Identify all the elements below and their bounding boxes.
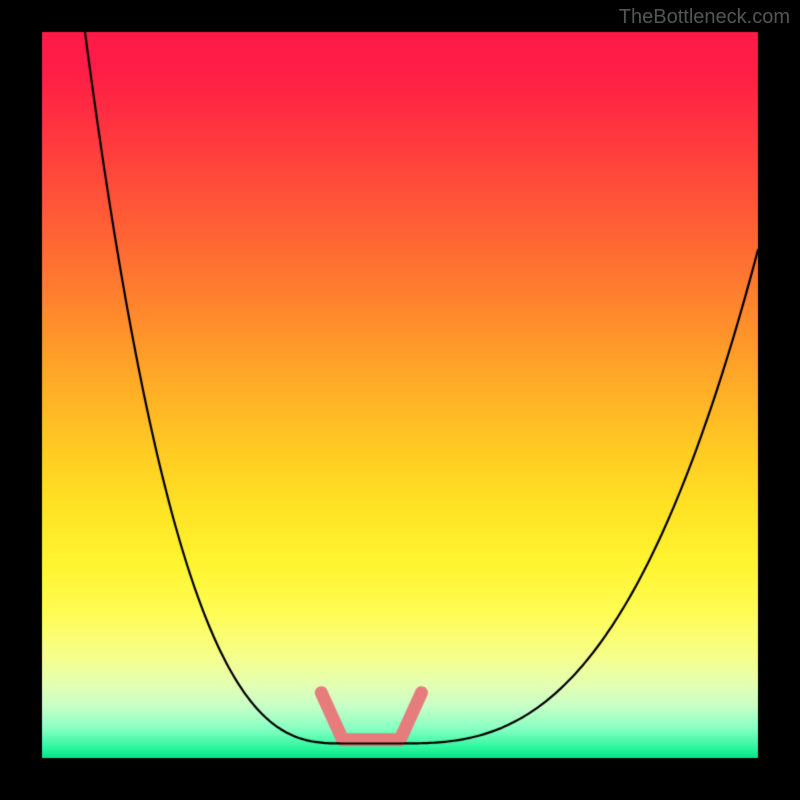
bottleneck-gradient-chart: [0, 0, 800, 800]
chart-root: TheBottleneck.com: [0, 0, 800, 800]
